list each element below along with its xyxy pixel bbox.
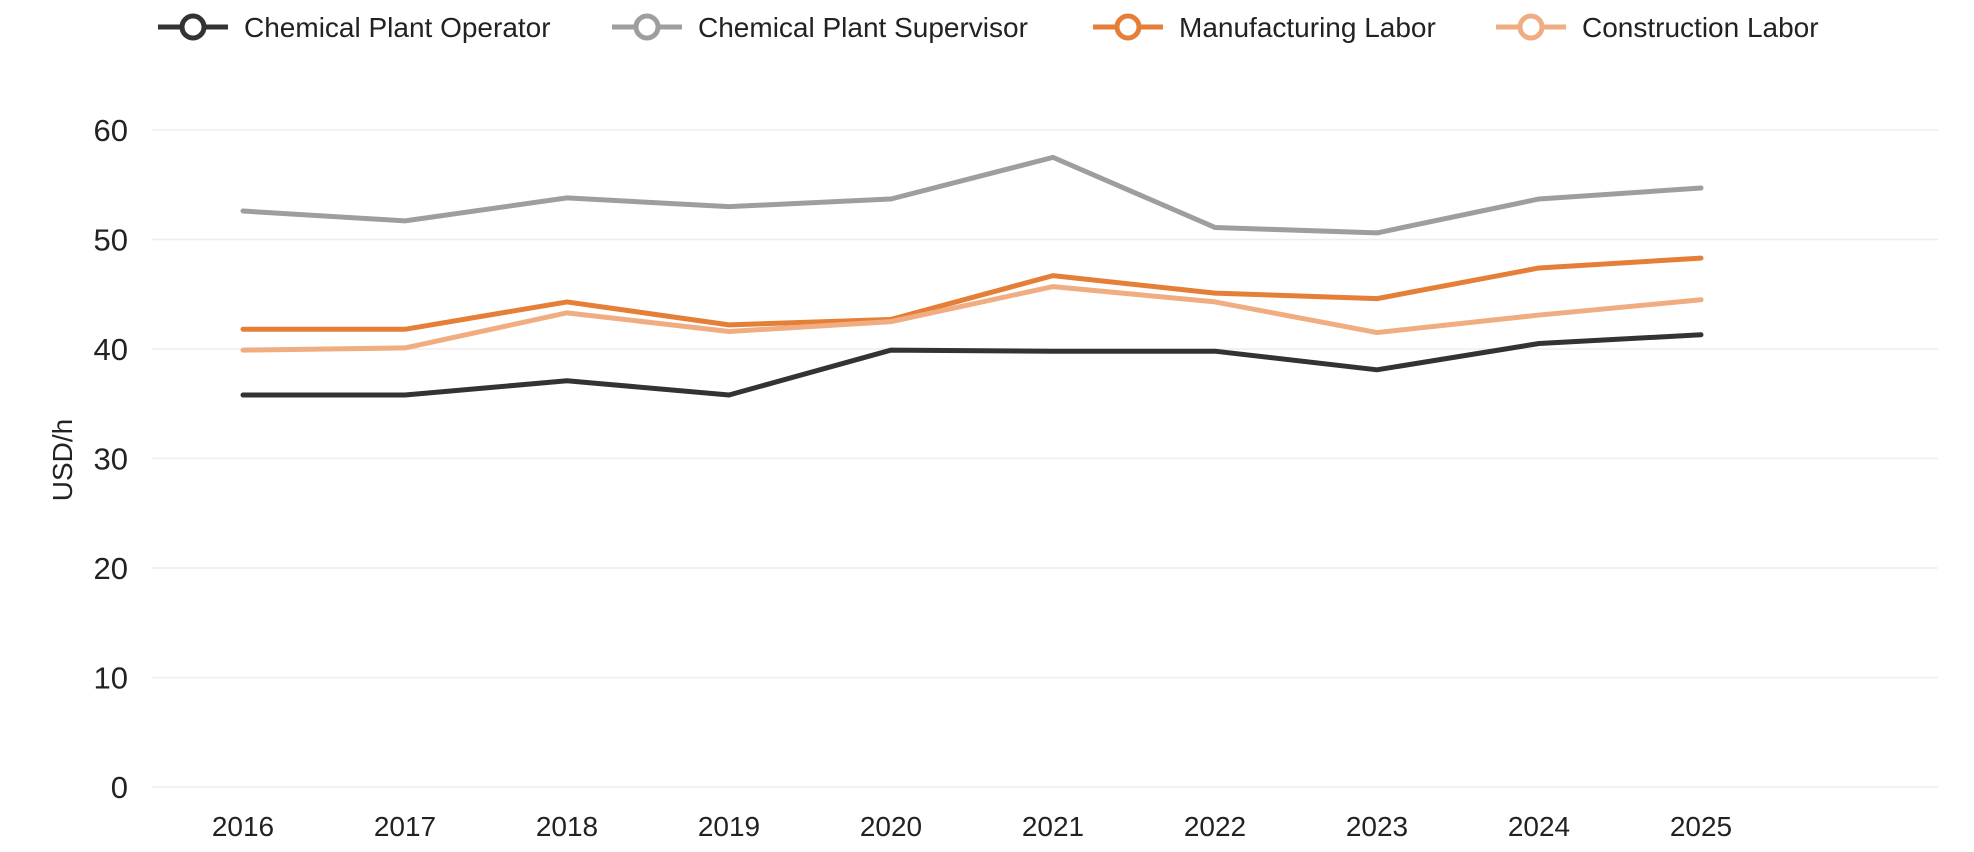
series-1: [240, 154, 1704, 236]
y-tick-label: 50: [94, 223, 128, 258]
legend-label: Manufacturing Labor: [1179, 12, 1436, 43]
y-tick-label: 30: [94, 442, 128, 477]
y-axis-ticks: 0 10 20 30 40 50 60: [94, 113, 128, 805]
legend-marker: [1517, 13, 1545, 41]
x-tick-label: 2024: [1508, 811, 1570, 842]
series-line: [240, 154, 1704, 236]
legend-item[interactable]: Chemical Plant Operator: [158, 12, 551, 43]
legend-label: Construction Labor: [1582, 12, 1819, 43]
y-tick-label: 10: [94, 661, 128, 696]
y-tick-label: 60: [94, 113, 128, 148]
x-axis-ticks: 2016 2017 2018 2019 2020 2021 2022 2023 2024 2025: [212, 811, 1732, 842]
series-2: [240, 255, 1704, 332]
legend-label: Chemical Plant Operator: [244, 12, 551, 43]
grid-lines: [152, 129, 1938, 788]
x-tick-label: 2021: [1022, 811, 1084, 842]
series-0: [240, 332, 1704, 398]
y-tick-label: 40: [94, 332, 128, 367]
x-tick-label: 2017: [374, 811, 436, 842]
legend: Chemical Plant Operator Chemical Plant Su…: [158, 12, 1819, 43]
x-tick-label: 2019: [698, 811, 760, 842]
legend-label: Chemical Plant Supervisor: [698, 12, 1028, 43]
series-line: [240, 332, 1704, 398]
x-tick-label: 2016: [212, 811, 274, 842]
y-tick-label: 0: [111, 770, 128, 805]
x-tick-label: 2023: [1346, 811, 1408, 842]
series-lines: [240, 154, 1704, 398]
legend-marker: [633, 13, 661, 41]
legend-marker: [179, 13, 207, 41]
series-line: [240, 255, 1704, 332]
series-line: [240, 284, 1704, 353]
legend-marker: [1114, 13, 1142, 41]
legend-item[interactable]: Manufacturing Labor: [1093, 12, 1436, 43]
x-tick-label: 2025: [1670, 811, 1732, 842]
x-tick-label: 2022: [1184, 811, 1246, 842]
x-tick-label: 2018: [536, 811, 598, 842]
x-tick-label: 2020: [860, 811, 922, 842]
y-tick-label: 20: [94, 551, 128, 586]
legend-item[interactable]: Construction Labor: [1496, 12, 1819, 43]
series-3: [240, 284, 1704, 353]
y-axis-label: USD/h: [47, 419, 78, 501]
legend-item[interactable]: Chemical Plant Supervisor: [612, 12, 1028, 43]
